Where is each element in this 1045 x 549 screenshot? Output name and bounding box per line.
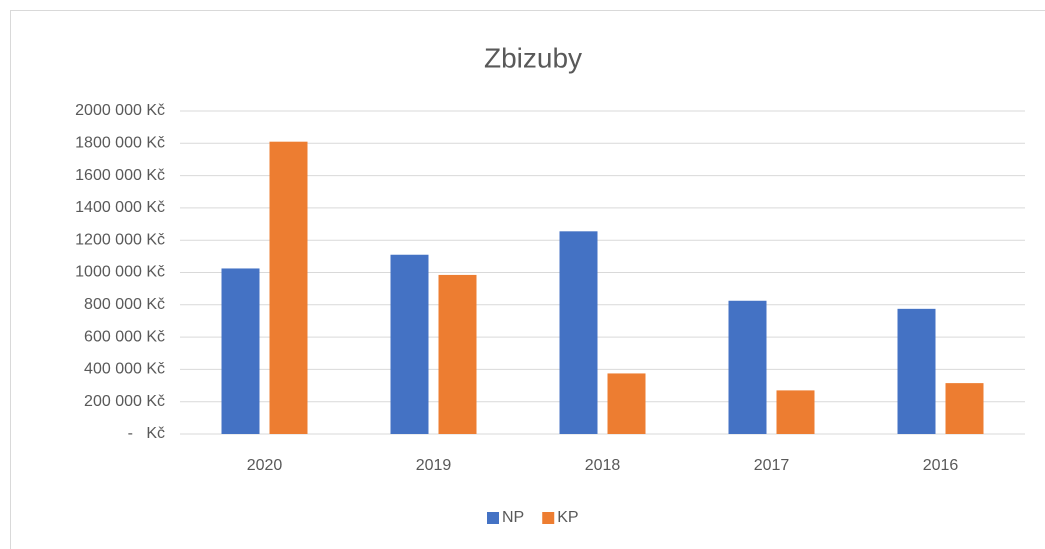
y-tick-label: 1400 000 Kč (75, 199, 165, 216)
chart-title: Zbizuby (484, 42, 582, 73)
legend-label: NP (502, 509, 524, 526)
x-tick-label: 2018 (585, 457, 621, 474)
x-tick-label: 2016 (923, 457, 959, 474)
y-tick-label: 1600 000 Kč (75, 167, 165, 184)
chart-border (10, 10, 1045, 549)
x-tick-label: 2017 (754, 457, 790, 474)
bar (559, 231, 598, 434)
bar (221, 268, 260, 434)
y-tick-label: 600 000 Kč (84, 328, 165, 345)
y-tick-label: 400 000 Kč (84, 361, 165, 378)
bar (390, 254, 429, 434)
bar (269, 141, 308, 434)
x-tick-label: 2019 (416, 457, 452, 474)
bar (607, 373, 646, 434)
y-tick-label: 1000 000 Kč (75, 264, 165, 281)
x-tick-label: 2020 (247, 457, 283, 474)
legend-swatch (542, 512, 555, 524)
bar (728, 300, 767, 434)
legend-swatch (487, 512, 499, 524)
y-tick-label: 1800 000 Kč (75, 135, 165, 152)
y-tick-label: 200 000 Kč (84, 393, 165, 410)
bar (945, 383, 984, 434)
y-tick-label: 800 000 Kč (84, 296, 165, 313)
bar (897, 308, 936, 434)
y-tick-label: 2000 000 Kč (75, 102, 165, 119)
bar (776, 390, 815, 434)
legend-label: KP (557, 509, 578, 526)
y-tick-label: - Kč (128, 425, 165, 442)
y-tick-label: 1200 000 Kč (75, 231, 165, 248)
bar (438, 274, 477, 434)
